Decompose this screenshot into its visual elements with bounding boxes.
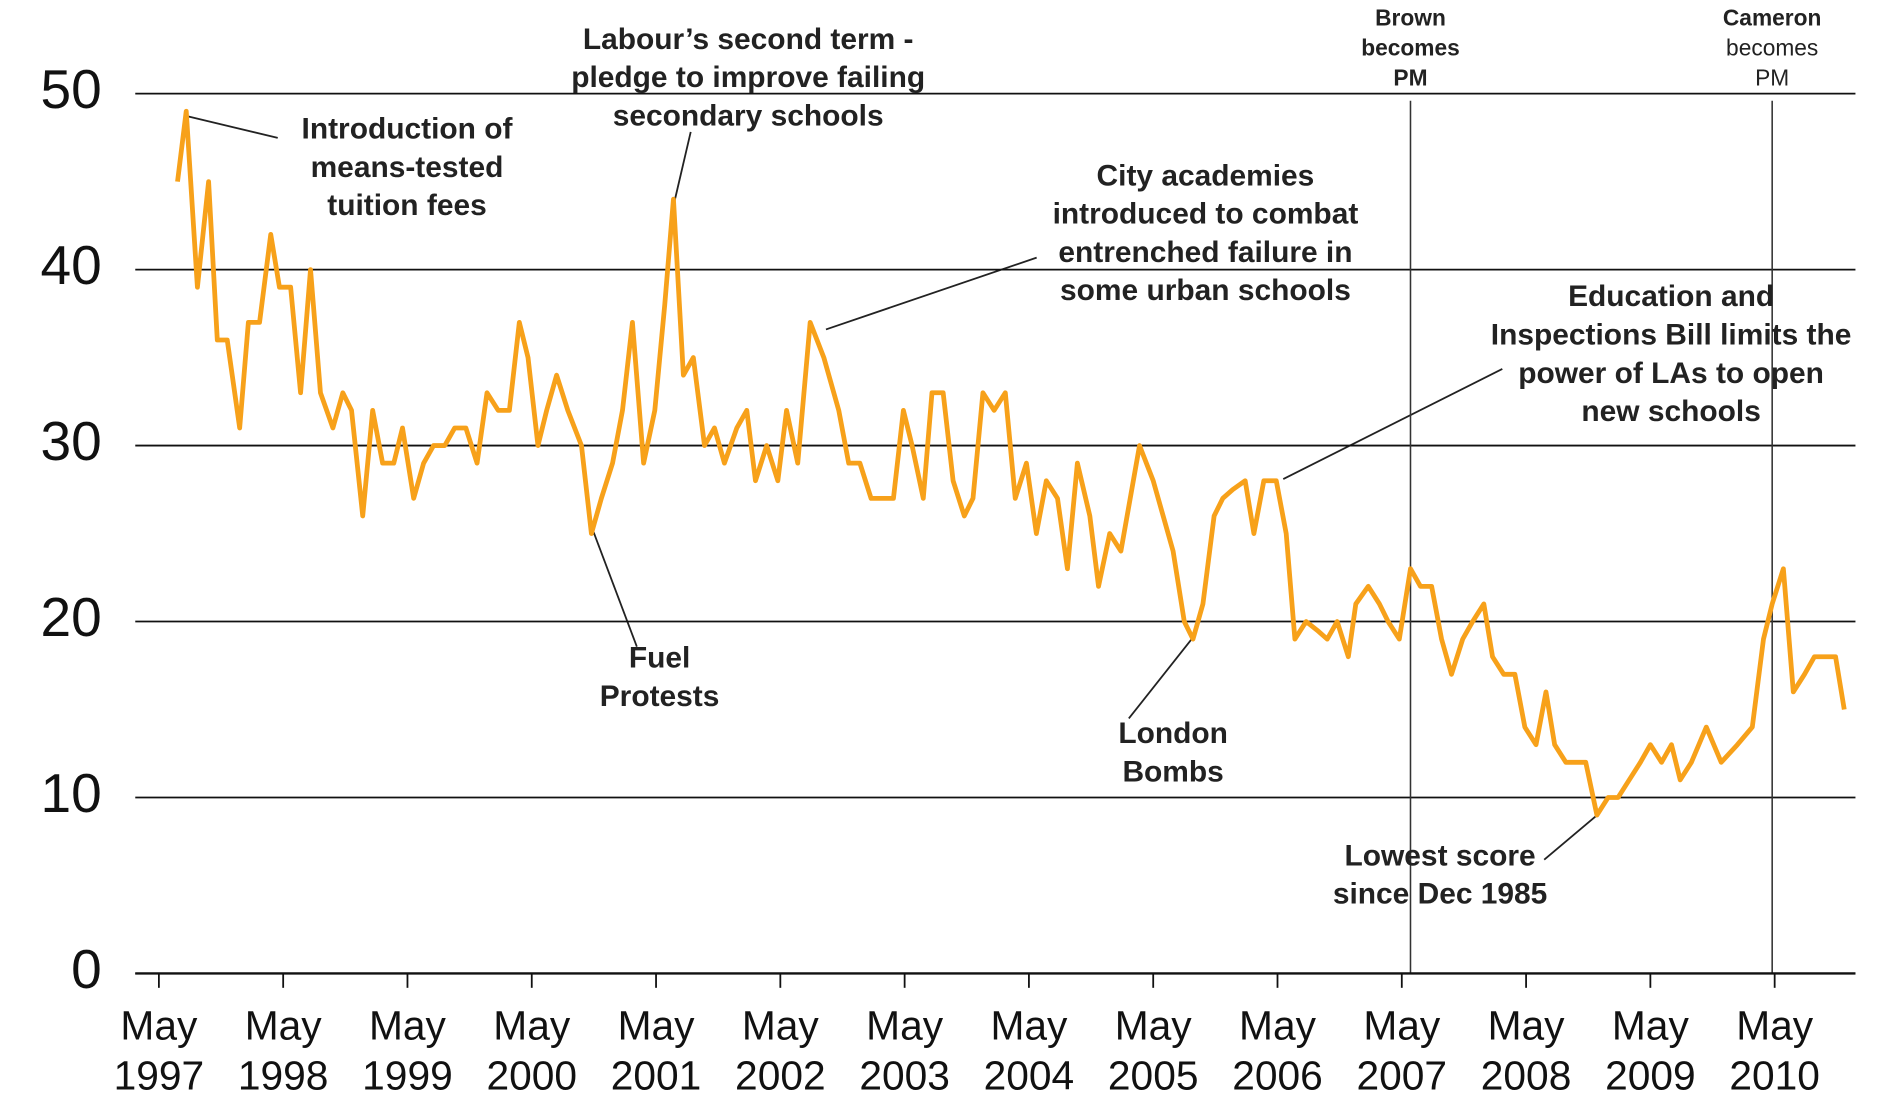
x-tick-label: May 2007 bbox=[1356, 1003, 1448, 1100]
pointer bbox=[1128, 637, 1193, 720]
x-tick-label-box: May 2006 bbox=[1232, 1003, 1323, 1100]
annotation: secondary schools bbox=[613, 99, 884, 132]
annotation: Introduction of bbox=[302, 113, 514, 146]
annotation: new schools bbox=[1581, 395, 1760, 428]
x-tick-label: May 1998 bbox=[237, 1003, 329, 1100]
x-tick-label: May 1999 bbox=[362, 1003, 453, 1100]
x-tick-label: May 2005 bbox=[1107, 1003, 1199, 1100]
annotation: Protests bbox=[600, 680, 720, 713]
y-tick-label: 40 bbox=[41, 234, 102, 296]
y-tick-label: 20 bbox=[41, 586, 102, 648]
x-tick-label: May 2008 bbox=[1480, 1003, 1572, 1100]
x-tick-label: May 2002 bbox=[735, 1003, 826, 1100]
annotation: introduced to combat bbox=[1053, 198, 1359, 231]
annotation: some urban schools bbox=[1060, 274, 1351, 307]
x-tick-label: May 2001 bbox=[610, 1003, 702, 1100]
x-tick-label: May 2009 bbox=[1605, 1003, 1696, 1100]
x-tick-label-box: May 2005 bbox=[1107, 1003, 1199, 1100]
event-label: Cameron bbox=[1723, 4, 1822, 30]
x-tick-label-box: May 1999 bbox=[362, 1003, 453, 1100]
annotation: entrenched failure in bbox=[1058, 236, 1352, 269]
annotation: London bbox=[1118, 717, 1228, 750]
annotation: Bombs bbox=[1122, 755, 1223, 788]
event-label: PM bbox=[1393, 64, 1427, 90]
x-tick-label-box: May 2008 bbox=[1480, 1003, 1572, 1100]
x-tick-label: May 2004 bbox=[983, 1003, 1075, 1100]
x-tick-label: May 2000 bbox=[486, 1003, 578, 1100]
y-tick-label: 50 bbox=[41, 58, 102, 120]
annotation: power of LAs to open bbox=[1518, 357, 1824, 390]
x-tick-label-box: May 2000 bbox=[486, 1003, 578, 1100]
event-label: Brown bbox=[1375, 4, 1446, 30]
annotation: means-tested bbox=[311, 151, 504, 184]
data-line bbox=[175, 108, 1847, 818]
y-tick-label: 10 bbox=[41, 762, 102, 824]
annotation: Labour’s second term - bbox=[583, 23, 914, 56]
annotation: Education and bbox=[1568, 280, 1774, 313]
x-tick-label-box: May 2003 bbox=[859, 1003, 950, 1100]
x-tick-label-box: May 2010 bbox=[1729, 1003, 1820, 1100]
x-tick-label: May 2010 bbox=[1729, 1003, 1820, 1100]
pointer bbox=[673, 131, 692, 204]
y-tick-label: 30 bbox=[41, 410, 102, 472]
event-label: becomes bbox=[1726, 34, 1818, 60]
pointer bbox=[187, 115, 278, 139]
x-tick-label: May 2003 bbox=[859, 1003, 950, 1100]
annotation: tuition fees bbox=[327, 189, 487, 222]
event-label: becomes bbox=[1361, 34, 1460, 60]
annotation: pledge to improve failing bbox=[571, 61, 925, 94]
x-tick-label-box: May 2004 bbox=[983, 1003, 1075, 1100]
pointer bbox=[825, 256, 1037, 331]
pointer bbox=[1282, 368, 1503, 480]
annotation: Inspections Bill limits the bbox=[1491, 319, 1852, 352]
event-label: PM bbox=[1755, 64, 1789, 90]
annotation: since Dec 1985 bbox=[1333, 878, 1547, 911]
x-tick-label-box: May 1997 bbox=[113, 1003, 205, 1100]
x-tick-label-box: May 2002 bbox=[735, 1003, 826, 1100]
x-tick-label-box: May 1998 bbox=[237, 1003, 329, 1100]
pointer bbox=[1543, 813, 1599, 861]
pointer bbox=[591, 529, 638, 647]
annotation: City academies bbox=[1097, 159, 1315, 192]
annotation: Lowest score bbox=[1345, 839, 1536, 872]
x-tick-label-box: May 2009 bbox=[1605, 1003, 1696, 1100]
y-tick-label: 0 bbox=[71, 938, 102, 1000]
x-tick-label-box: May 2001 bbox=[610, 1003, 702, 1100]
x-tick-label-box: May 2007 bbox=[1356, 1003, 1448, 1100]
x-tick-label: May 2006 bbox=[1232, 1003, 1323, 1100]
annotation: Fuel bbox=[629, 642, 690, 675]
x-tick-label: May 1997 bbox=[113, 1003, 205, 1100]
